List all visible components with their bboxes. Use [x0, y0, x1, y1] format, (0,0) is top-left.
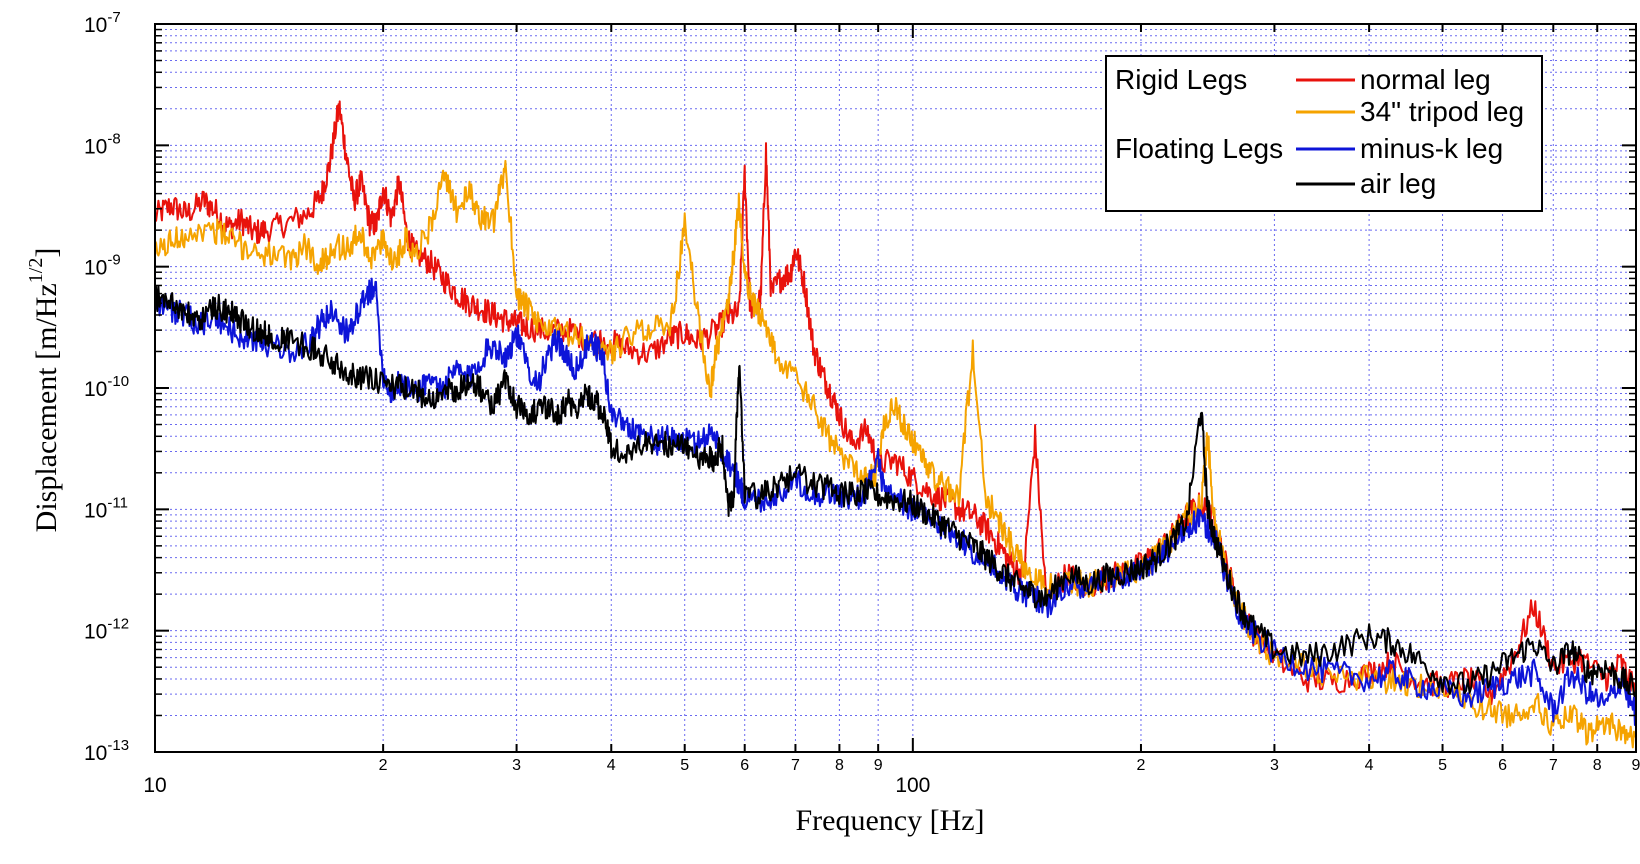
x-tick-label: 9 — [1632, 757, 1640, 774]
x-tick-label: 3 — [512, 757, 521, 774]
y-axis-title-superscript: 1/2 — [25, 258, 47, 284]
legend-label: 34" tripod leg — [1360, 96, 1524, 127]
legend-label: normal leg — [1360, 64, 1491, 95]
x-tick-label: 4 — [607, 757, 616, 774]
x-axis-title: Frequency [Hz] — [795, 804, 984, 837]
x-tick-label: 2 — [1137, 757, 1146, 774]
x-tick-label: 100 — [895, 774, 930, 797]
x-tick-label: 8 — [1593, 757, 1602, 774]
legend-group-rigid: Rigid Legs — [1115, 64, 1247, 95]
x-tick-label: 2 — [379, 757, 388, 774]
x-tick-label: 8 — [835, 757, 844, 774]
x-tick-label: 3 — [1270, 757, 1279, 774]
y-axis-title-end: ] — [30, 248, 63, 258]
x-tick-label: 7 — [1549, 757, 1558, 774]
x-tick-label: 6 — [1498, 757, 1507, 774]
x-tick-label: 5 — [680, 757, 689, 774]
legend-label: air leg — [1360, 168, 1436, 199]
x-tick-label: 10 — [143, 774, 166, 797]
x-tick-label: 6 — [740, 757, 749, 774]
legend-label: minus-k leg — [1360, 133, 1503, 164]
x-tick-label: 7 — [791, 757, 800, 774]
x-tick-label: 9 — [874, 757, 883, 774]
y-axis-title-main: Displacement [m/Hz — [30, 283, 63, 532]
y-axis-title: Displacement [m/Hz1/2] — [25, 248, 63, 533]
x-tick-label: 5 — [1438, 757, 1447, 774]
legend-group-floating: Floating Legs — [1115, 133, 1283, 164]
x-tick-label: 4 — [1365, 757, 1374, 774]
